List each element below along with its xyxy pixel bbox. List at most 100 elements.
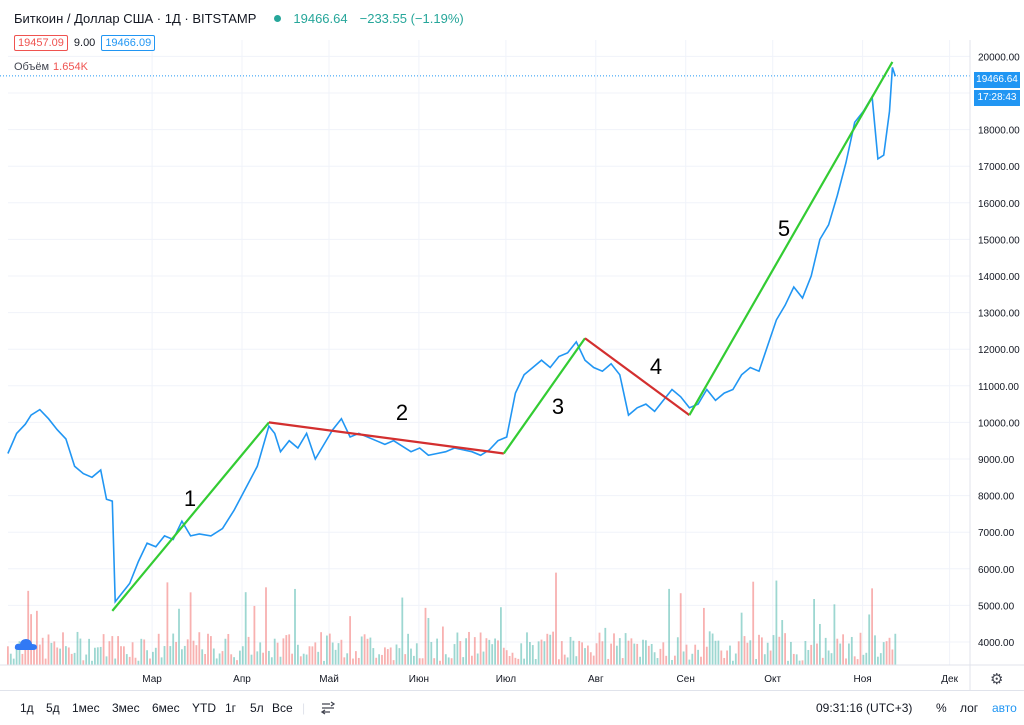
cloud-logo-icon[interactable] xyxy=(14,636,38,652)
volume-bar xyxy=(833,604,836,665)
volume-bar xyxy=(691,653,694,665)
volume-bar xyxy=(511,652,514,665)
volume-bar xyxy=(305,654,308,665)
volume-bar xyxy=(117,636,119,665)
volume-bar xyxy=(96,647,99,665)
wave-5-line xyxy=(688,61,894,416)
volume-bar xyxy=(665,655,668,665)
wave-2-label: 2 xyxy=(396,400,408,425)
timeframe-5y[interactable]: 5л xyxy=(250,701,264,715)
volume-bar xyxy=(108,641,111,665)
volume-bar xyxy=(601,641,604,665)
volume-bar xyxy=(604,627,607,665)
volume-bar xyxy=(839,643,842,665)
timeframe-1m[interactable]: 1мес xyxy=(72,701,100,715)
x-tick-label: Июн xyxy=(409,674,429,685)
bid-ask-row: 19457.09 9.00 19466.09 xyxy=(14,35,156,51)
volume-bar xyxy=(59,648,61,665)
volume-bar xyxy=(679,593,682,665)
y-tick-label: 17000.00 xyxy=(978,162,1020,173)
percent-toggle[interactable]: % xyxy=(936,701,947,715)
volume-bar xyxy=(813,598,815,665)
log-toggle[interactable]: лог xyxy=(960,701,979,715)
volume-bar xyxy=(874,635,876,665)
settings-gear-icon[interactable]: ⚙ xyxy=(990,671,1004,688)
volume-bar xyxy=(468,631,470,665)
volume-bar xyxy=(372,648,375,665)
volume-bar xyxy=(38,644,41,665)
ask-price[interactable]: 19466.09 xyxy=(101,35,156,51)
volume-bar xyxy=(894,633,897,665)
volume-bar xyxy=(204,654,206,665)
auto-toggle[interactable]: авто xyxy=(992,701,1017,715)
volume-bar xyxy=(592,655,595,665)
timeframe-6m[interactable]: 6мес xyxy=(152,701,180,715)
volume-bar xyxy=(726,650,728,665)
volume-bar xyxy=(732,660,734,665)
volume-bar xyxy=(442,626,444,665)
volume-bar xyxy=(175,641,177,665)
volume-bar xyxy=(102,634,105,665)
volume-bar xyxy=(331,642,334,665)
x-tick-label: Окт xyxy=(764,674,781,685)
volume-bar xyxy=(502,647,505,665)
volume-bar xyxy=(610,643,612,665)
volume-bar xyxy=(424,607,427,665)
volume-bar xyxy=(624,633,627,665)
volume-bar xyxy=(21,653,24,665)
timeframe-1y[interactable]: 1г xyxy=(225,701,237,715)
volume-bar xyxy=(302,653,305,665)
volume-bar xyxy=(160,657,163,665)
y-tick-label: 4000.00 xyxy=(978,638,1015,649)
volume-bar xyxy=(65,646,67,665)
bottom-toolbar: 1д 5д 1мес 3мес 6мес YTD 1г 5л Все | 09:… xyxy=(0,690,1024,725)
timeframe-ytd[interactable]: YTD xyxy=(192,701,216,715)
volume-bar xyxy=(297,644,299,665)
volume-bar xyxy=(479,632,482,665)
volume-bar xyxy=(334,649,337,665)
volume-bar xyxy=(413,655,415,665)
volume-bar xyxy=(146,650,148,665)
volume-bar xyxy=(827,650,830,665)
volume-bar xyxy=(775,580,778,665)
volume-bar xyxy=(845,658,847,665)
volume-bar xyxy=(85,654,88,665)
volume-bar xyxy=(540,639,543,665)
wave-3-line xyxy=(502,337,586,455)
volume-bar xyxy=(584,648,586,665)
bid-price[interactable]: 19457.09 xyxy=(14,35,68,51)
volume-bar xyxy=(50,642,53,665)
date-range-icon[interactable] xyxy=(320,700,336,716)
volume-bar xyxy=(369,637,372,665)
volume-bar xyxy=(685,644,688,665)
volume-bar xyxy=(41,637,44,665)
volume-bar xyxy=(618,638,621,665)
elliott-waves: 1 2 3 4 5 xyxy=(111,61,894,612)
volume-bar xyxy=(714,640,717,665)
volume-bar xyxy=(288,634,291,665)
timeframe-1d[interactable]: 1д xyxy=(20,701,34,715)
volume-bar xyxy=(276,642,279,665)
volume-bar xyxy=(381,654,383,665)
timeframe-5d[interactable]: 5д xyxy=(46,701,60,715)
volume-bar xyxy=(7,646,9,665)
volume-bar xyxy=(703,607,705,665)
volume-bar xyxy=(763,654,766,665)
y-tick-label: 13000.00 xyxy=(978,309,1020,320)
volume-bar xyxy=(662,642,665,665)
volume-bar xyxy=(352,658,354,665)
timeframe-3m[interactable]: 3мес xyxy=(112,701,140,715)
volume-bar xyxy=(688,659,691,665)
volume-bar xyxy=(642,639,644,665)
current-price-badge: 19466.64 xyxy=(974,72,1020,88)
symbol-title[interactable]: Биткоин / Доллар США · 1Д · BITSTAMP xyxy=(14,11,257,26)
volume-bar xyxy=(268,650,270,665)
volume-bar xyxy=(439,660,441,665)
volume-bar xyxy=(337,643,340,665)
volume-bar xyxy=(830,653,833,665)
clock-timezone[interactable]: 09:31:16 (UTC+3) xyxy=(816,701,913,715)
volume-bar xyxy=(616,645,618,665)
timeframe-all[interactable]: Все xyxy=(272,701,293,715)
volume-bar xyxy=(212,648,215,665)
volume-bar xyxy=(427,617,430,665)
